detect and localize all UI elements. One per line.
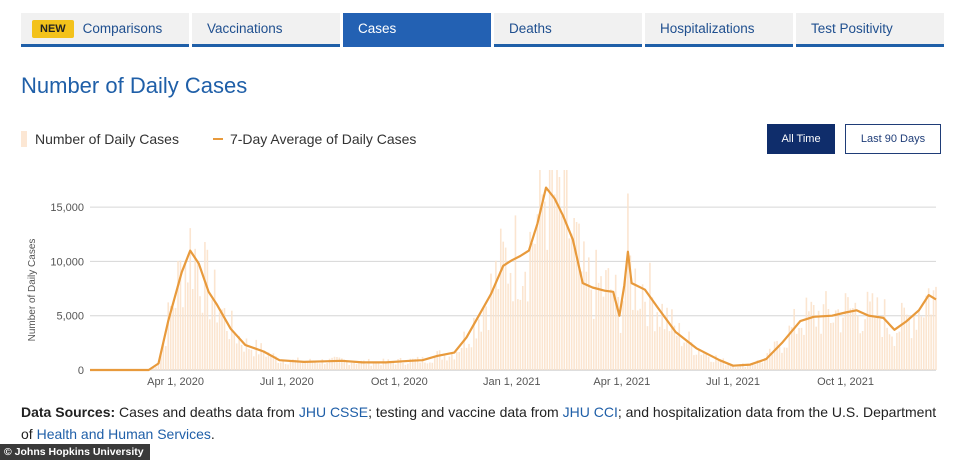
tab-label: Test Positivity <box>811 21 893 36</box>
page-title: Number of Daily Cases <box>21 73 248 98</box>
tab-label: Comparisons <box>82 21 163 36</box>
tab-comparisons[interactable]: NEW Comparisons <box>21 13 189 47</box>
y-tick-label: 15,000 <box>50 202 84 214</box>
y-axis: 0 5,000 10,000 15,000 <box>50 202 84 377</box>
y-tick-label: 10,000 <box>50 256 84 268</box>
tab-label: Hospitalizations <box>660 21 755 36</box>
line-legend-swatch <box>212 138 223 140</box>
tab-vaccinations[interactable]: Vaccinations <box>192 13 340 47</box>
y-axis-label: Number of Daily Cases <box>27 239 38 342</box>
sources-text-4: . <box>210 426 215 442</box>
hhs-link[interactable]: Health and Human Services <box>36 426 211 442</box>
tab-hospitalizations[interactable]: Hospitalizations <box>645 13 793 47</box>
bars-legend-swatch <box>21 131 27 147</box>
daily-cases-chart: 0 5,000 10,000 15,000 Apr 1, 2020 Jul 1, 202… <box>27 170 937 388</box>
x-axis: Apr 1, 2020 Jul 1, 2020 Oct 1, 2020 Jan 1, … <box>147 376 874 388</box>
tab-cases[interactable]: Cases <box>343 13 491 47</box>
sources-text-2: ; testing and vaccine data from <box>368 404 563 420</box>
tab-label: Cases <box>358 21 397 36</box>
all-time-button[interactable]: All Time <box>767 124 835 154</box>
y-tick-label: 0 <box>78 365 84 377</box>
sources-text-3: ; and hospitalization data from the U.S.… <box>21 404 937 442</box>
data-sources-note: Data Sources: Cases and deaths data from… <box>21 401 941 445</box>
tab-label: Vaccinations <box>207 21 283 36</box>
sources-text-1: Cases and deaths data from <box>115 404 299 420</box>
last-90-days-button[interactable]: Last 90 Days <box>845 124 941 154</box>
tab-label: Deaths <box>509 21 552 36</box>
x-tick-label: Oct 1, 2021 <box>817 376 874 388</box>
x-tick-label: Oct 1, 2020 <box>371 376 428 388</box>
x-tick-label: Jul 1, 2021 <box>706 376 760 388</box>
line-legend-label: 7-Day Average of Daily Cases <box>229 131 417 147</box>
jhu-csse-link[interactable]: JHU CSSE <box>298 404 369 420</box>
bars-legend-label: Number of Daily Cases <box>35 131 179 147</box>
tab-bar: NEW Comparisons Vaccinations Cases Death… <box>21 13 944 47</box>
new-badge: NEW <box>32 19 74 38</box>
x-tick-label: Apr 1, 2021 <box>593 376 650 388</box>
sources-prefix: Data Sources: <box>21 404 116 420</box>
x-tick-label: Apr 1, 2020 <box>147 376 204 388</box>
copyright-credit: © Johns Hopkins University <box>0 444 150 460</box>
x-tick-label: Jul 1, 2020 <box>260 376 314 388</box>
average-line-group <box>90 186 937 372</box>
chart-legend: Number of Daily Cases 7-Day Average of D… <box>21 131 416 147</box>
x-tick-label: Jan 1, 2021 <box>483 376 541 388</box>
y-tick-label: 5,000 <box>56 311 84 323</box>
seven-day-average-line <box>90 186 937 372</box>
tab-deaths[interactable]: Deaths <box>494 13 642 47</box>
jhu-cci-link[interactable]: JHU CCI <box>562 404 618 420</box>
tab-test-positivity[interactable]: Test Positivity <box>796 13 944 47</box>
